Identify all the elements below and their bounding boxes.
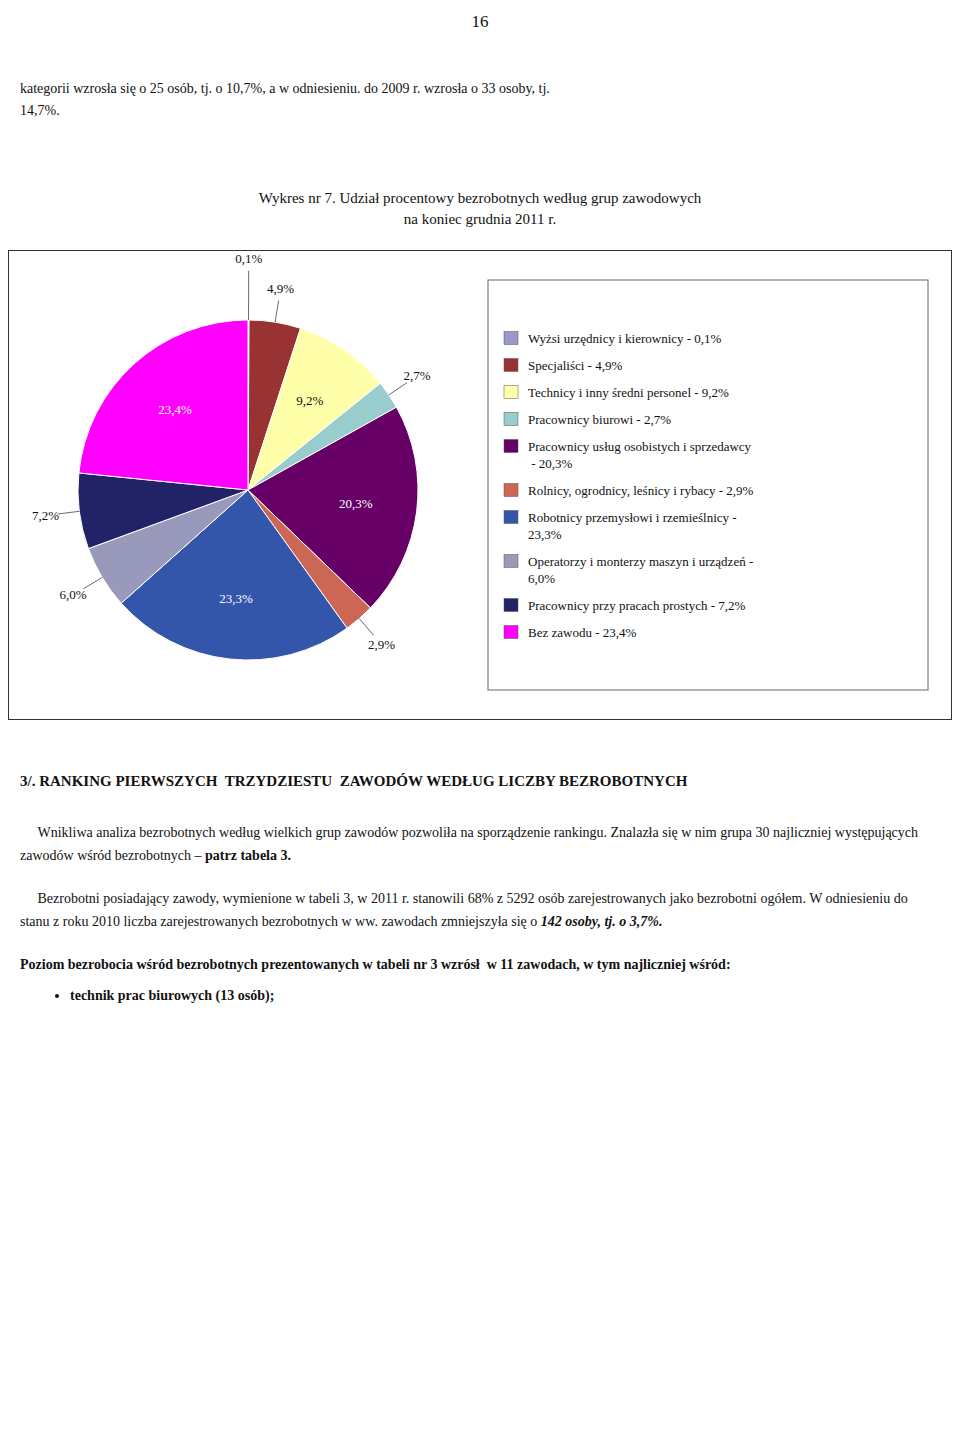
data-label: 20,3%: [339, 496, 373, 511]
legend-entry: Pracownicy usług osobistych i sprzedawcy…: [528, 439, 752, 471]
pie-slices: [78, 320, 418, 660]
legend-swatch: [504, 413, 518, 426]
data-label: 7,2%: [32, 508, 59, 523]
legend-entry: Specjaliści - 4,9%: [528, 358, 622, 373]
page-number: 16: [0, 12, 960, 32]
data-label: 23,4%: [158, 402, 192, 417]
legend-swatch: [504, 332, 518, 345]
legend-entry: Robotnicy przemysłowi i rzemieślnicy -23…: [528, 510, 737, 542]
data-label: 6,0%: [60, 587, 87, 602]
text: Wnikliwa analiza bezrobotnych według wie…: [20, 825, 922, 863]
chart-title-block: Wykres nr 7. Udział procentowy bezrobotn…: [0, 188, 960, 230]
legend-swatch: [504, 626, 518, 639]
text-line: kategorii wzrosła się o 25 osób, tj. o 1…: [20, 78, 940, 100]
heading: 3/. RANKING PIERWSZYCH TRZYDZIESTU ZAWOD…: [20, 770, 940, 793]
data-label: 2,7%: [404, 368, 431, 383]
legend-frame: [488, 280, 928, 690]
legend-entry: Rolnicy, ogrodnicy, leśnicy i rybacy - 2…: [528, 483, 754, 498]
pie-slice: [79, 320, 248, 490]
leader-line: [359, 619, 373, 636]
text-line: 14,7%.: [20, 100, 940, 122]
legend-entry: Bez zawodu - 23,4%: [528, 625, 636, 640]
paragraph: Poziom bezrobocia wśród bezrobotnych pre…: [20, 953, 940, 976]
legend-swatch: [504, 599, 518, 612]
leader-line: [389, 383, 407, 395]
bullet: technik prac biurowych (13 osób);: [70, 984, 940, 1007]
body-text: 3/. RANKING PIERWSZYCH TRZYDZIESTU ZAWOD…: [20, 770, 940, 1007]
paragraph: Wnikliwa analiza bezrobotnych według wie…: [20, 821, 940, 867]
text: Bezrobotni posiadający zawody, wymienion…: [20, 891, 911, 929]
data-label: 23,3%: [219, 591, 253, 606]
leader-line: [275, 300, 279, 322]
chart-subtitle: na koniec grudnia 2011 r.: [0, 209, 960, 230]
legend-swatch: [504, 484, 518, 497]
legend-swatch: [504, 555, 518, 568]
data-label: 4,9%: [267, 281, 294, 296]
legend-entry: Technicy i inny średni personel - 9,2%: [528, 385, 729, 400]
legend: Wyżsi urzędnicy i kierownicy - 0,1% Specj…: [488, 280, 928, 690]
data-label: 2,9%: [368, 637, 395, 652]
legend-entry: Wyżsi urzędnicy i kierownicy - 0,1%: [528, 331, 722, 346]
legend-swatch: [504, 359, 518, 372]
data-label: 0,1%: [235, 251, 262, 266]
chart: 0,1% 4,9% 9,2% 2,7% 20,3% 2,9% 23,3% 6,0% 7,2% 23…: [8, 250, 952, 720]
chart-title: Wykres nr 7. Udział procentowy bezrobotn…: [0, 188, 960, 209]
legend-entry: Pracownicy biurowi - 2,7%: [528, 412, 671, 427]
data-label: 9,2%: [296, 393, 323, 408]
legend-swatch: [504, 440, 518, 453]
legend-swatch: [504, 511, 518, 524]
paragraph: Bezrobotni posiadający zawody, wymienion…: [20, 887, 940, 933]
text: patrz tabela 3.: [205, 848, 291, 863]
leader-line: [248, 271, 249, 320]
legend-entry: Operatorzy i monterzy maszyn i urządzeń …: [528, 554, 753, 586]
legend-swatch: [504, 386, 518, 399]
chart-frame: [9, 251, 952, 720]
leader-line: [58, 511, 80, 514]
text: 142 osoby, tj. o 3,7%.: [541, 914, 663, 929]
bullet-list: technik prac biurowych (13 osób);: [20, 984, 940, 1007]
pie-labels: 0,1% 4,9% 9,2% 2,7% 20,3% 2,9% 23,3% 6,0% 7,2% 23…: [32, 251, 431, 651]
legend-entry: Pracownicy przy pracach prostych - 7,2%: [528, 598, 745, 613]
top-text: kategorii wzrosła się o 25 osób, tj. o 1…: [20, 78, 940, 122]
